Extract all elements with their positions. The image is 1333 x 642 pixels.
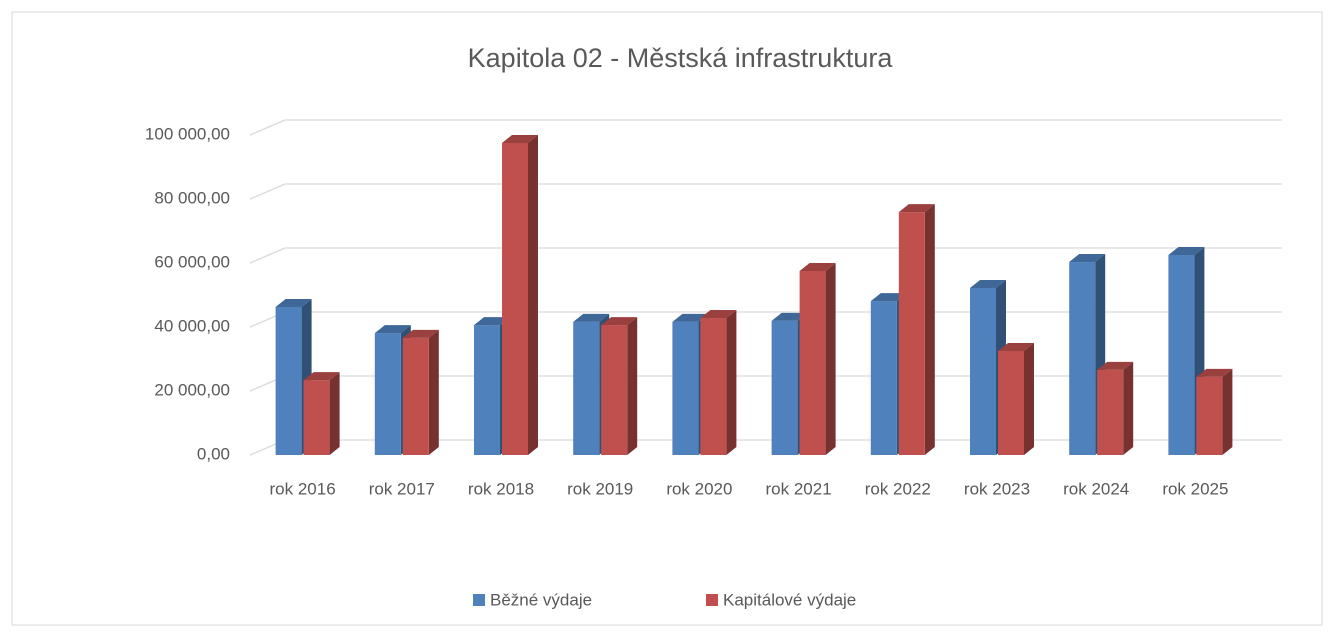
x-tick-label: rok 2024 [1063,479,1129,498]
bar-side [329,372,340,455]
bar-side [528,135,538,455]
bar-top [402,329,439,338]
bar-top [303,372,340,381]
bar-side [627,317,638,455]
bar [870,301,897,455]
bar [601,325,628,455]
bar-top [601,317,638,326]
bar-side [1222,368,1233,455]
bar-top [672,313,709,322]
bar [970,287,996,455]
bar-top [870,293,907,302]
grid-line [249,183,1282,200]
bar-top [998,343,1034,351]
y-tick-label: 60 000,00 [154,252,230,271]
bar [573,321,600,455]
bar [898,212,925,455]
x-tick-label: rok 2023 [964,479,1030,498]
bar [275,307,302,455]
bar-top [771,312,808,321]
x-tick-label: rok 2018 [468,479,534,498]
bar [1097,369,1124,455]
bar [1196,376,1223,455]
x-tick-label: rok 2020 [666,479,732,498]
bar [998,351,1024,455]
legend-label: Kapitálové výdaje [723,590,856,609]
bar [700,318,727,455]
bar [799,271,826,455]
x-tick-label: rok 2021 [766,479,832,498]
bar-top [1168,247,1205,255]
bar-side [726,310,737,455]
grid-line [249,247,1282,264]
bar-top [502,135,538,143]
bar-top [275,299,312,307]
legend-label: Běžné výdaje [490,590,592,609]
bar-top [970,279,1006,288]
chart-title: Kapitola 02 - Městská infrastruktura [468,43,894,73]
grid-line [249,119,1282,136]
bar-side [1024,343,1034,455]
y-tick-label: 40 000,00 [154,316,230,335]
bar [303,380,330,455]
bar-top [799,263,836,271]
bar-top [1196,368,1233,377]
bar [672,321,699,455]
x-tick-label: rok 2022 [865,479,931,498]
y-tick-label: 0,00 [197,444,230,463]
legend-swatch [473,594,485,606]
bar [771,320,798,455]
legend-swatch [706,594,718,606]
y-tick-label: 80 000,00 [154,188,230,207]
bar-side [1123,361,1134,455]
x-tick-label: rok 2016 [270,479,336,498]
y-tick-label: 20 000,00 [154,380,230,399]
y-tick-label: 100 000,00 [145,124,230,143]
bar-top [374,325,411,334]
bar-side [428,329,439,455]
bar-side [924,204,935,455]
bar [374,333,401,455]
x-tick-label: rok 2025 [1162,479,1228,498]
bar-top [474,317,510,326]
bar [502,143,528,455]
bar-top [700,310,737,319]
bar [474,325,500,455]
bar-top [1069,254,1106,263]
bar [1168,255,1195,455]
bar-top [573,313,610,322]
x-tick-label: rok 2017 [369,479,435,498]
bar-side [825,263,836,455]
bar-top [1097,361,1134,370]
x-tick-label: rok 2019 [567,479,633,498]
bar [1069,262,1096,455]
bar [402,337,429,455]
bar-top [898,204,935,213]
